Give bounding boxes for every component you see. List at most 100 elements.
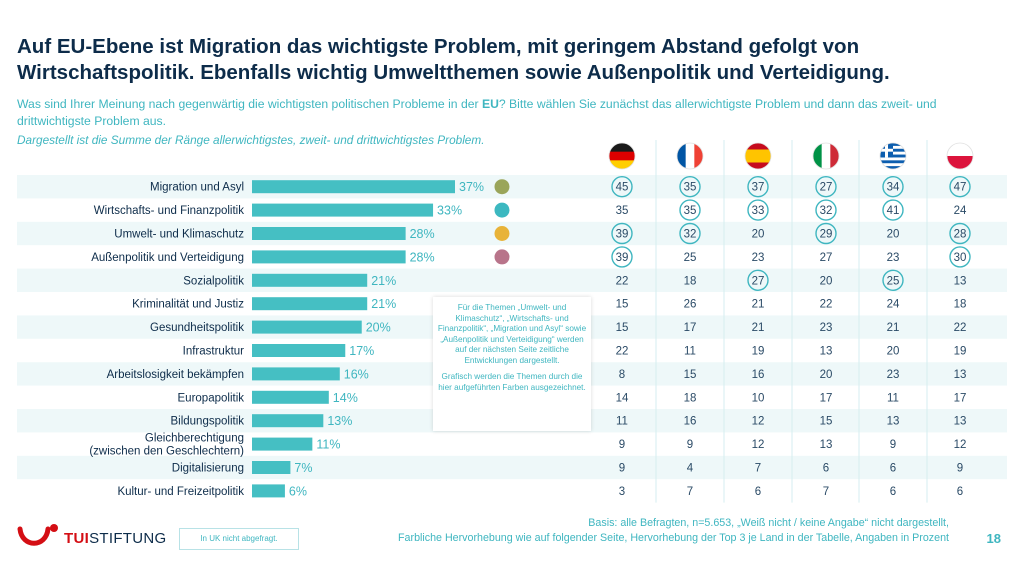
table-cell: 39 — [616, 252, 629, 264]
value-label: 21% — [371, 297, 396, 311]
table-cell: 17 — [684, 322, 697, 334]
bar — [252, 180, 455, 194]
bar — [252, 273, 368, 287]
table-cell: 25 — [684, 252, 697, 264]
category-label: Europapolitik — [178, 392, 245, 404]
table-cell: 20 — [820, 369, 833, 381]
bar — [252, 344, 346, 357]
value-label: 28% — [410, 227, 435, 241]
spain-flag — [744, 142, 772, 170]
category-label: Wirtschafts- und Finanzpolitik — [94, 205, 244, 217]
question-suffix: ? Bitte wählen Sie zunächst das allerwic… — [17, 97, 937, 128]
table-cell: 24 — [887, 299, 900, 311]
table-cell: 7 — [755, 463, 761, 475]
page-number: 18 — [986, 531, 1001, 546]
chart-note: Dargestellt ist die Summe der Ränge alle… — [17, 133, 485, 147]
question-emphasis: EU — [481, 97, 499, 111]
table-cell: 15 — [820, 416, 833, 428]
bar — [252, 390, 329, 404]
table-cell: 13 — [954, 369, 967, 381]
table-cell: 17 — [954, 392, 967, 404]
category-labels: Migration und Asyl Wirtschafts- und Finan… — [89, 182, 244, 498]
aussen-dot — [494, 249, 510, 265]
table-cell: 6 — [823, 463, 829, 475]
table-cell: 11 — [684, 346, 696, 358]
table-cell: 21 — [752, 322, 765, 334]
footer-line-1: Basis: alle Befragten, n=5.653, „Weiß ni… — [588, 517, 949, 529]
value-label: 20% — [366, 321, 391, 335]
bar — [252, 367, 340, 381]
table-cell: 9 — [687, 439, 693, 451]
table-cell: 19 — [954, 346, 967, 358]
italy-flag — [812, 142, 840, 170]
top3-circle — [815, 199, 837, 221]
bar — [252, 320, 362, 334]
top3-circle — [611, 246, 633, 268]
table-cell: 35 — [684, 205, 697, 217]
table-cell: 3 — [619, 486, 625, 498]
bar — [252, 437, 313, 451]
table-cell: 29 — [820, 229, 833, 241]
germany-flag — [608, 142, 636, 170]
table-cell: 9 — [957, 463, 963, 475]
top3-circle — [815, 222, 837, 245]
table-cell: 23 — [752, 252, 765, 264]
top3-circle — [679, 199, 701, 221]
table-cell: 28 — [954, 229, 967, 241]
table-cell: 41 — [887, 205, 900, 217]
value-label: 14% — [333, 391, 358, 405]
poland-flag — [946, 142, 974, 170]
value-label: 33% — [437, 204, 462, 218]
bar — [252, 297, 368, 311]
table-cell: 18 — [684, 275, 697, 287]
category-label: Bildungspolitik — [170, 416, 244, 428]
value-label: 7% — [294, 461, 312, 475]
category-label: Gesundheitspolitik — [150, 322, 244, 334]
category-label: Gleichberechtigung (zwischen den Geschlec… — [89, 433, 244, 458]
table-cell: 13 — [820, 346, 833, 358]
question-prefix: Was sind Ihrer Meinung nach gegenwärtig … — [17, 97, 482, 111]
table-cell: 27 — [752, 275, 765, 287]
table-cell: 37 — [752, 182, 765, 194]
table-cell: 33 — [752, 205, 765, 217]
france-flag — [676, 142, 704, 170]
footer-line-2: Farbliche Hervorhebung wie auf folgender… — [398, 532, 949, 544]
category-label: Infrastruktur — [183, 346, 245, 358]
greece-flag — [879, 142, 907, 170]
top3-circle — [949, 246, 971, 268]
top3-circle — [882, 269, 904, 292]
table-cell: 15 — [684, 369, 697, 381]
value-label: 16% — [344, 367, 369, 381]
table-cell: 32 — [684, 229, 697, 241]
table-cell: 20 — [752, 229, 765, 241]
table-cell: 21 — [752, 299, 765, 311]
table-cell: 8 — [619, 369, 625, 381]
table-cell: 35 — [684, 182, 697, 194]
table-cell: 19 — [752, 346, 765, 358]
bar — [252, 414, 324, 428]
table-cell: 12 — [752, 439, 765, 451]
table-cell: 39 — [616, 229, 629, 241]
table-cell: 23 — [887, 252, 900, 264]
migration-dot — [494, 179, 510, 195]
logo-stiftung: STIFTUNG — [89, 530, 167, 547]
table-cell: 27 — [820, 252, 833, 264]
bar — [252, 250, 406, 264]
table-cell: 13 — [820, 439, 833, 451]
category-label: Kriminalität und Justiz — [132, 299, 244, 311]
survey-question: Was sind Ihrer Meinung nach gegenwärtig … — [17, 96, 1007, 130]
value-label: 13% — [327, 414, 352, 428]
category-label: Kultur- und Freizeitpolitik — [117, 486, 244, 498]
table-cell: 30 — [954, 252, 967, 264]
table-cell: 9 — [619, 463, 625, 475]
value-label: 6% — [289, 484, 307, 498]
table-cell: 6 — [957, 486, 963, 498]
table-cell: 15 — [616, 322, 629, 334]
table-cell: 34 — [887, 182, 900, 194]
category-label: Außenpolitik und Verteidigung — [91, 252, 244, 264]
callout-text-2: Grafisch werden die Themen durch die hie… — [438, 372, 586, 392]
table-cell: 11 — [616, 416, 628, 428]
category-label: Arbeitslosigkeit bekämpfen — [107, 369, 244, 381]
table-cell: 6 — [890, 463, 896, 475]
